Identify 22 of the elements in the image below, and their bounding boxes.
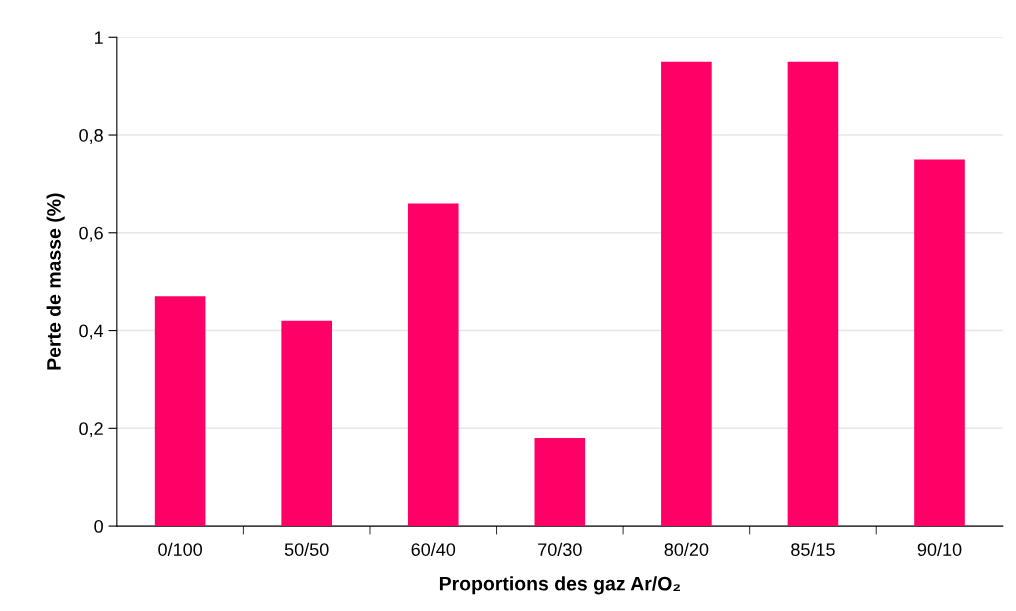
x-tick-label: 80/20 — [664, 542, 709, 556]
bar — [407, 203, 459, 527]
y-tick-label: 0,8 — [79, 128, 103, 144]
bar — [661, 61, 712, 527]
y-tick-label: 0,6 — [79, 226, 103, 242]
bar — [534, 438, 586, 527]
x-tick-label: 85/15 — [791, 542, 835, 556]
x-tick-label: 50/50 — [284, 542, 329, 556]
bar — [281, 320, 332, 527]
y-tick-label: 0,2 — [79, 422, 103, 438]
bar — [787, 61, 839, 527]
bar — [914, 159, 965, 527]
x-tick-label: 0/100 — [158, 542, 203, 556]
x-tick-label: 60/40 — [411, 542, 456, 556]
bar — [154, 296, 206, 527]
y-tick-label: 0,4 — [79, 324, 104, 340]
y-tick-label: 0 — [94, 520, 103, 533]
x-tick-label: 90/10 — [917, 542, 962, 556]
y-axis-title: Perte de masse (%) — [46, 193, 65, 370]
x-tick-label: 70/30 — [538, 542, 582, 556]
y-tick-label: 1 — [94, 31, 103, 44]
x-axis-title: Proportions des gaz Ar/O₂ — [439, 576, 680, 595]
